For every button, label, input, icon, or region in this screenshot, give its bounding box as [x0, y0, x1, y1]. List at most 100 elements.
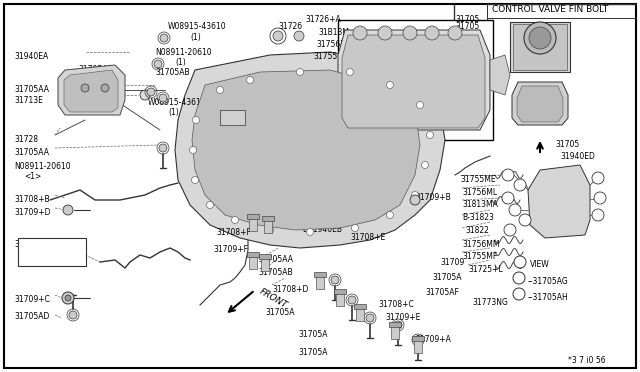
Bar: [262, 216, 274, 221]
Text: --31705AG: --31705AG: [528, 277, 569, 286]
Bar: [264, 219, 272, 233]
Circle shape: [191, 176, 198, 183]
Text: 31B13M: 31B13M: [318, 28, 349, 37]
Text: 31940EA: 31940EA: [14, 52, 48, 61]
Text: D31940EB: D31940EB: [302, 225, 342, 234]
Text: <1>: <1>: [24, 172, 41, 181]
Text: 31726+A: 31726+A: [305, 15, 340, 24]
Polygon shape: [338, 30, 490, 130]
Text: 31940E: 31940E: [305, 213, 334, 222]
Circle shape: [154, 60, 162, 68]
Text: 31708+E: 31708+E: [350, 233, 385, 242]
Text: 31705: 31705: [555, 140, 579, 149]
Text: 31713: 31713: [196, 115, 220, 124]
Text: 31705AF: 31705AF: [425, 288, 459, 297]
Text: 31705AB: 31705AB: [155, 68, 189, 77]
Text: 31705A: 31705A: [228, 188, 257, 197]
Polygon shape: [512, 82, 568, 125]
Text: 31940V: 31940V: [38, 253, 67, 262]
Text: W08915-43610: W08915-43610: [148, 98, 207, 107]
Circle shape: [519, 214, 531, 226]
Circle shape: [552, 97, 558, 103]
Text: 31705AB: 31705AB: [78, 65, 113, 74]
Text: 31755ME: 31755ME: [460, 175, 495, 184]
Circle shape: [417, 102, 424, 109]
Bar: [220, 110, 245, 125]
Bar: [338, 20, 493, 140]
Circle shape: [378, 26, 392, 40]
Circle shape: [346, 68, 353, 76]
Text: 31705: 31705: [455, 22, 479, 31]
Bar: [354, 304, 366, 309]
Circle shape: [513, 272, 525, 284]
Circle shape: [539, 97, 545, 103]
Circle shape: [592, 172, 604, 184]
Polygon shape: [58, 65, 125, 115]
Text: 31709+A: 31709+A: [415, 335, 451, 344]
Text: 31709+D: 31709+D: [14, 208, 51, 217]
Polygon shape: [490, 55, 510, 95]
Circle shape: [524, 22, 556, 54]
Text: (1): (1): [190, 33, 201, 42]
Circle shape: [592, 209, 604, 221]
Bar: [316, 275, 324, 289]
Circle shape: [514, 256, 526, 268]
Text: (1): (1): [175, 58, 186, 67]
Text: 31705AB: 31705AB: [258, 268, 292, 277]
Bar: [261, 257, 269, 271]
Text: b: b: [523, 221, 527, 225]
Circle shape: [514, 179, 526, 191]
Text: FRONT: FRONT: [258, 287, 289, 310]
Circle shape: [351, 224, 358, 231]
Text: 31709+C: 31709+C: [14, 295, 50, 304]
Text: 31813MA: 31813MA: [462, 200, 498, 209]
Circle shape: [140, 90, 150, 100]
Circle shape: [62, 292, 74, 304]
Circle shape: [331, 276, 339, 284]
Circle shape: [216, 87, 223, 93]
Bar: [249, 217, 257, 231]
Text: c: c: [513, 211, 516, 215]
Circle shape: [529, 27, 551, 49]
Circle shape: [69, 311, 77, 319]
Text: b: b: [518, 186, 522, 190]
Text: 31705AA: 31705AA: [14, 148, 49, 157]
Text: c: c: [506, 199, 509, 203]
Bar: [247, 252, 259, 257]
Circle shape: [307, 228, 314, 235]
Text: 31705A: 31705A: [298, 348, 328, 357]
Bar: [314, 272, 326, 277]
Circle shape: [101, 84, 109, 92]
Text: 31940ED: 31940ED: [560, 152, 595, 161]
Circle shape: [232, 217, 239, 224]
Polygon shape: [175, 52, 445, 248]
Circle shape: [502, 169, 514, 181]
Text: 31713E: 31713E: [14, 96, 43, 105]
Circle shape: [296, 68, 303, 76]
Circle shape: [387, 81, 394, 89]
Bar: [391, 325, 399, 339]
Bar: [334, 289, 346, 294]
Text: 31709+B: 31709+B: [415, 193, 451, 202]
Text: 31708+D: 31708+D: [272, 285, 308, 294]
Text: N08911-20610: N08911-20610: [14, 162, 70, 171]
Bar: [18, 238, 86, 266]
Circle shape: [348, 296, 356, 304]
Text: CONTROL VALVE FIN BOLT: CONTROL VALVE FIN BOLT: [492, 5, 608, 14]
Circle shape: [159, 144, 167, 152]
Circle shape: [525, 97, 531, 103]
Text: 31705AA: 31705AA: [258, 255, 293, 264]
Text: 31705: 31705: [455, 15, 479, 24]
Text: c: c: [517, 295, 521, 299]
Bar: [414, 339, 422, 353]
Text: B-31823: B-31823: [462, 213, 494, 222]
Circle shape: [426, 131, 433, 138]
Text: a: a: [518, 263, 522, 267]
Circle shape: [189, 147, 196, 154]
Bar: [249, 255, 257, 269]
Polygon shape: [342, 35, 485, 128]
Circle shape: [63, 205, 73, 215]
Circle shape: [207, 202, 214, 208]
Text: b: b: [517, 279, 521, 283]
Circle shape: [294, 31, 304, 41]
